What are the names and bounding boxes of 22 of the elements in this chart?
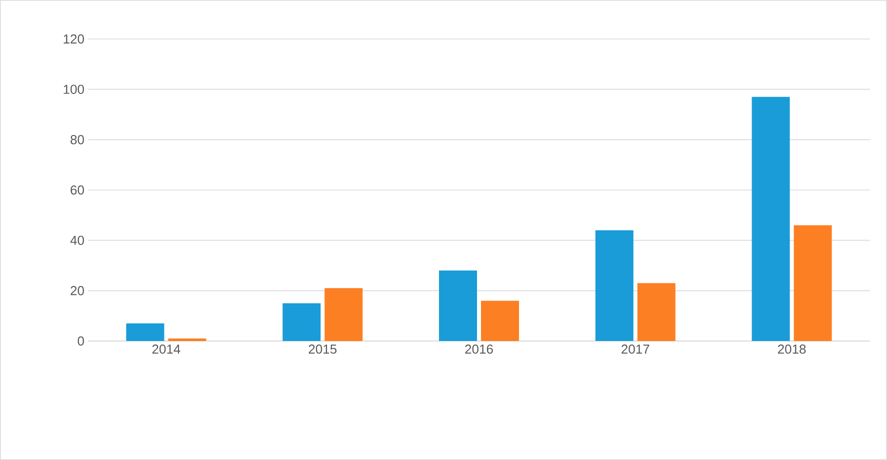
y-tick-label: 80 xyxy=(70,135,84,144)
bar xyxy=(324,288,363,341)
bar xyxy=(595,230,634,341)
bar xyxy=(439,270,478,341)
bar xyxy=(481,300,520,341)
x-tick-label: 2016 xyxy=(465,344,493,354)
bar xyxy=(168,338,206,341)
y-tick-label: 0 xyxy=(78,336,84,346)
bar xyxy=(637,283,676,341)
x-tick-label: 2017 xyxy=(622,344,650,354)
y-tick-label: 120 xyxy=(64,34,84,44)
bar xyxy=(794,225,832,341)
x-tick-label: 2015 xyxy=(308,344,337,354)
bar xyxy=(126,323,164,341)
y-tick-label: 20 xyxy=(70,286,84,296)
bar xyxy=(752,96,790,341)
x-tick-label: 2018 xyxy=(778,344,806,354)
x-tick-label: 2014 xyxy=(152,344,180,354)
y-tick-label: 60 xyxy=(70,185,84,195)
y-tick-label: 40 xyxy=(70,236,84,245)
y-tick-label: 100 xyxy=(64,84,84,94)
bar xyxy=(282,303,321,341)
